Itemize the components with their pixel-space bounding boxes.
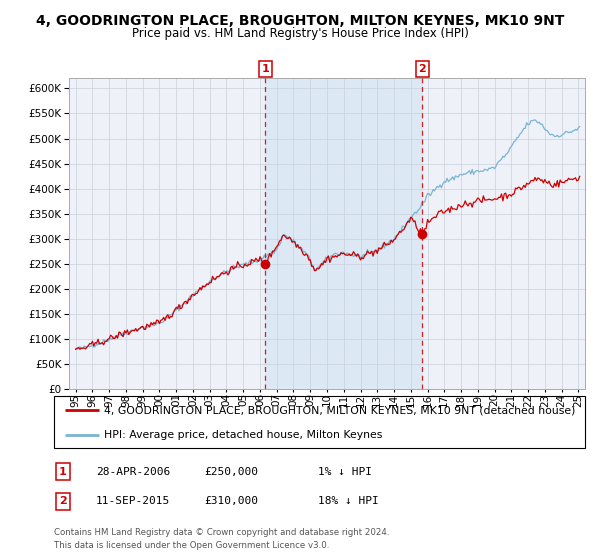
Text: 2: 2 [59,496,67,506]
Text: 4, GOODRINGTON PLACE, BROUGHTON, MILTON KEYNES, MK10 9NT: 4, GOODRINGTON PLACE, BROUGHTON, MILTON … [36,14,564,28]
Text: 1% ↓ HPI: 1% ↓ HPI [318,466,372,477]
Text: 4, GOODRINGTON PLACE, BROUGHTON, MILTON KEYNES, MK10 9NT (detached house): 4, GOODRINGTON PLACE, BROUGHTON, MILTON … [104,405,576,416]
Text: 18% ↓ HPI: 18% ↓ HPI [318,496,379,506]
Text: 1: 1 [59,466,67,477]
Text: Contains HM Land Registry data © Crown copyright and database right 2024.: Contains HM Land Registry data © Crown c… [54,528,389,536]
Text: This data is licensed under the Open Government Licence v3.0.: This data is licensed under the Open Gov… [54,541,329,550]
Text: £250,000: £250,000 [204,466,258,477]
Text: 11-SEP-2015: 11-SEP-2015 [96,496,170,506]
Text: 28-APR-2006: 28-APR-2006 [96,466,170,477]
Text: 2: 2 [419,64,427,74]
Text: HPI: Average price, detached house, Milton Keynes: HPI: Average price, detached house, Milt… [104,430,383,440]
Text: 1: 1 [262,64,269,74]
Text: £310,000: £310,000 [204,496,258,506]
Bar [265,78,422,389]
Text: Price paid vs. HM Land Registry's House Price Index (HPI): Price paid vs. HM Land Registry's House … [131,27,469,40]
